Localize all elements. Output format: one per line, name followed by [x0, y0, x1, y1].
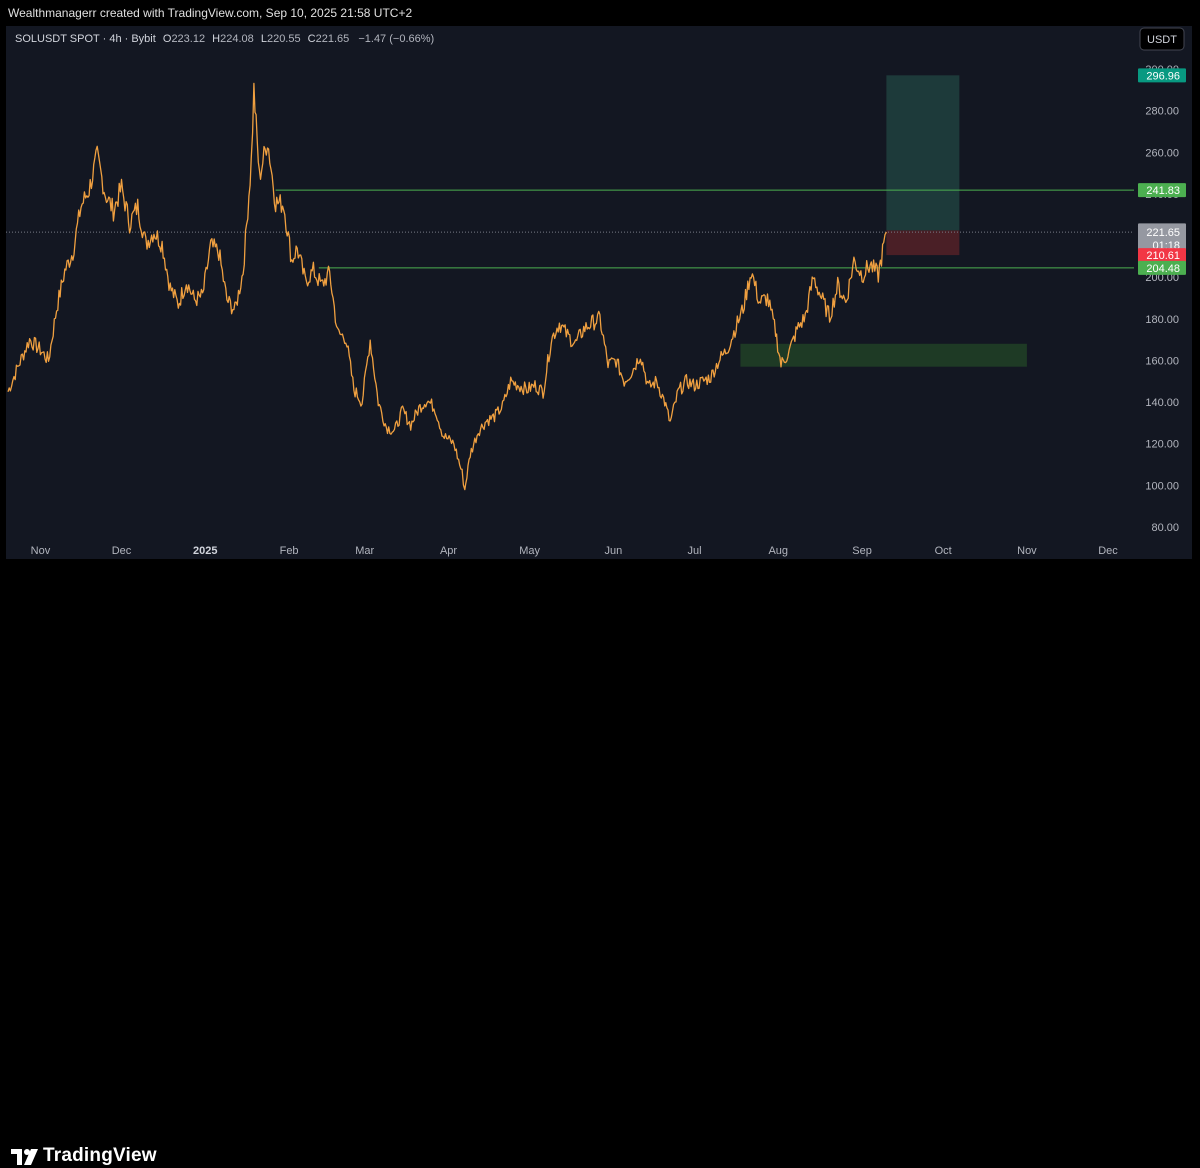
x-axis-tick-label: Dec [1098, 545, 1118, 557]
price-label-badge [1138, 260, 1186, 275]
demand-zone[interactable] [740, 343, 1027, 367]
x-axis-tick-label: Mar [355, 545, 374, 557]
x-axis-tick-label: Apr [440, 545, 457, 557]
price-label-text: 296.96 [1146, 70, 1180, 82]
legend-high-label: H [212, 33, 220, 45]
legend-open-value: 223.12 [171, 33, 205, 45]
legend-high-value: 224.08 [220, 33, 254, 45]
price-label-text: 221.65 [1146, 227, 1180, 239]
y-axis-tick-label: 140.00 [1145, 397, 1179, 409]
brand-name: TradingView [43, 1145, 157, 1166]
price-label-badge [1138, 225, 1186, 254]
x-axis-tick-label: May [519, 545, 540, 557]
x-axis-tick-label: Jul [687, 545, 701, 557]
position-stop-zone[interactable] [886, 230, 960, 256]
chart-area[interactable]: 80.00 100.00 120.00 140.00 160.00 180.00 200.0… [6, 26, 1192, 559]
legend-low-value: 220.55 [267, 33, 301, 45]
price-label-text: 204.48 [1146, 263, 1180, 275]
price-label-badge [1138, 68, 1186, 83]
currency-button-label: USDT [1147, 34, 1177, 46]
legend-close-label: C [308, 33, 316, 45]
price-label-text: 210.61 [1146, 250, 1180, 262]
price-label-text: 241.83 [1146, 185, 1180, 197]
x-axis-tick-label: Oct [935, 545, 952, 557]
x-axis-tick-label: Nov [1017, 545, 1037, 557]
y-axis-tick-label: 160.00 [1145, 355, 1179, 367]
y-axis-tick-label: 120.00 [1145, 439, 1179, 451]
y-axis-tick-label: 260.00 [1145, 147, 1179, 159]
header-bar: Wealthmanagerr created with TradingView.… [0, 0, 1200, 26]
chart-credit: Wealthmanagerr created with TradingView.… [8, 6, 413, 20]
y-axis-tick-label: 180.00 [1145, 314, 1179, 326]
footer-bar: TradingView [0, 568, 1200, 1166]
position-target-zone[interactable] [886, 75, 960, 231]
y-axis-tick-label: 100.00 [1145, 480, 1179, 492]
y-axis-tick-label: 200.00 [1145, 272, 1179, 284]
legend-low-label: L [261, 33, 267, 45]
tradingview-logo-icon [11, 1149, 38, 1165]
legend-symbol: SOLUSDT SPOT · 4h · Bybit [15, 33, 156, 45]
chart-background [6, 26, 1192, 559]
price-label-badge [1138, 183, 1186, 198]
currency-button[interactable]: USDT [1139, 27, 1185, 51]
x-axis-tick-label: Aug [768, 545, 788, 557]
price-chart[interactable]: 80.00 100.00 120.00 140.00 160.00 180.00 200.0… [6, 26, 1192, 559]
x-axis-tick-label: Nov [31, 545, 51, 557]
legend-open-label: O [163, 33, 172, 45]
x-axis-tick-label: Feb [280, 545, 299, 557]
legend-close-value: 221.65 [316, 33, 350, 45]
svg-text:SOLUSDT SPOT · 4h · Bybit: SOLUSDT SPOT · 4h · Bybit O223.12 H224.0… [15, 33, 434, 45]
y-axis-tick-label: 280.00 [1145, 106, 1179, 118]
price-series-line [7, 82, 887, 491]
x-axis-tick-label: 2025 [193, 545, 217, 557]
x-axis-tick-label: Dec [112, 545, 132, 557]
x-axis-tick-label: Jun [605, 545, 623, 557]
price-label-badge [1138, 248, 1186, 263]
legend-change: −1.47 (−0.66%) [358, 33, 434, 45]
x-axis-tick-label: Sep [852, 545, 872, 557]
y-axis-tick-label: 80.00 [1151, 522, 1179, 534]
